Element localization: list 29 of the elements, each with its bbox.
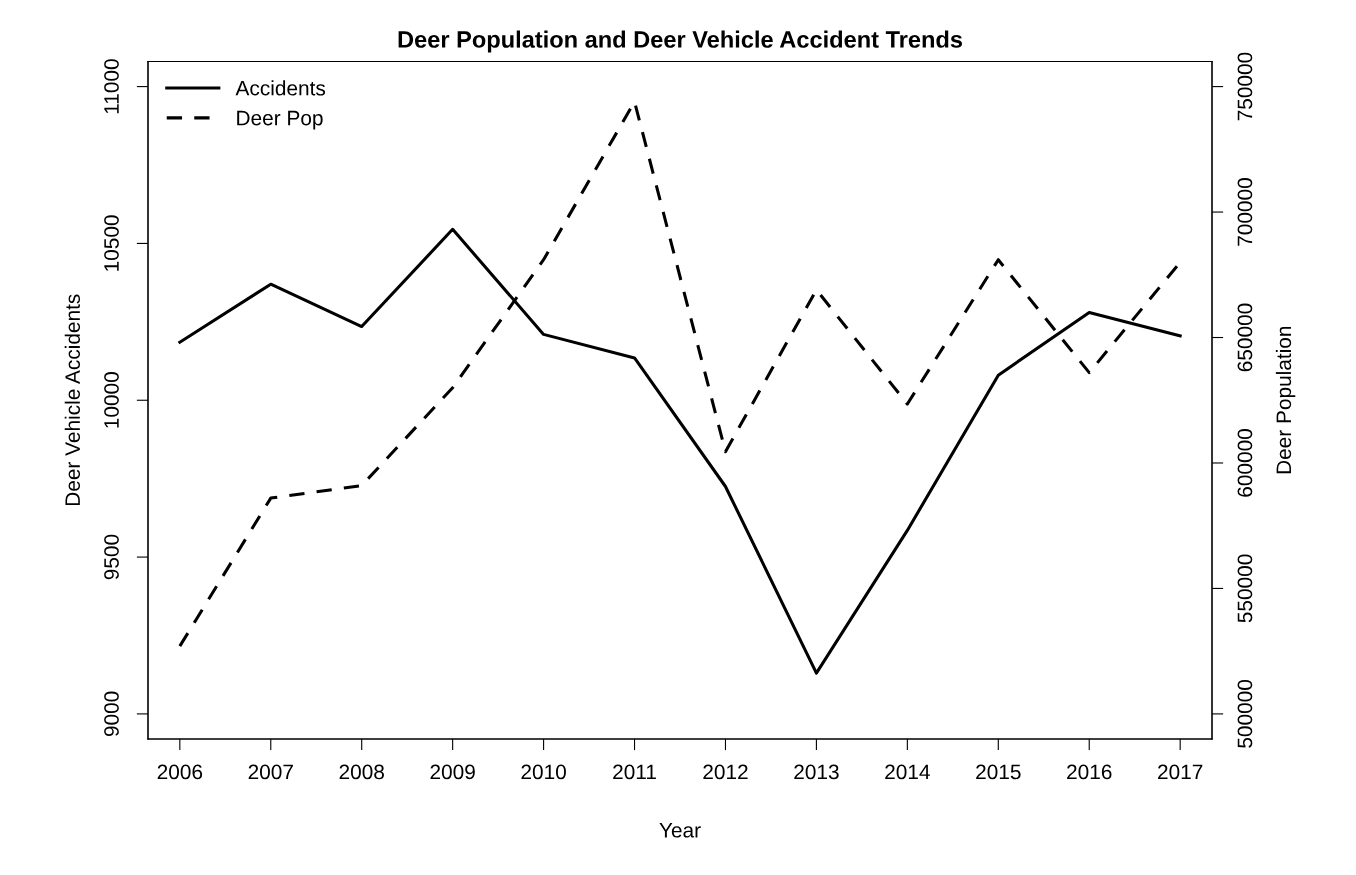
x-tick-label: 2014 xyxy=(885,764,930,780)
chart-title: Deer Population and Deer Vehicle Accident Trends xyxy=(398,30,963,53)
y2-tick-label: 600000 xyxy=(1237,429,1253,497)
y2-tick-label: 550000 xyxy=(1237,554,1253,623)
x-tick-label: 2012 xyxy=(703,764,748,780)
y-tick-label: 9500 xyxy=(104,534,119,580)
legend-label: Accidents xyxy=(235,80,326,96)
x-axis-title: Year xyxy=(659,823,701,838)
x-tick-label: 2015 xyxy=(976,764,1021,780)
x-tick-label: 2011 xyxy=(613,764,656,780)
y-tick-label: 10000 xyxy=(104,372,119,428)
legend-label: Deer Pop xyxy=(237,110,323,130)
x-tick-label: 2009 xyxy=(430,764,475,780)
x-tick-label: 2013 xyxy=(794,764,839,780)
x-tick-label: 2010 xyxy=(521,764,566,780)
y2-tick-label: 500000 xyxy=(1237,679,1253,748)
y-tick-label: 9000 xyxy=(104,691,119,737)
y2-tick-label: 650000 xyxy=(1237,303,1253,372)
x-tick-label: 2016 xyxy=(1067,764,1112,780)
y2-tick-label: 700000 xyxy=(1237,178,1253,246)
y-axis-title: Deer Vehicle Accidents xyxy=(64,294,81,506)
y-tick-label: 11000 xyxy=(104,59,119,114)
y-tick-label: 10500 xyxy=(104,215,119,271)
x-tick-label: 2017 xyxy=(1158,764,1203,780)
y2-tick-label: 750000 xyxy=(1237,52,1253,121)
x-tick-label: 2007 xyxy=(248,764,293,780)
y2-axis-title: Deer Population xyxy=(1275,326,1296,474)
x-tick-label: 2006 xyxy=(157,764,203,780)
x-tick-label: 2008 xyxy=(339,764,384,780)
